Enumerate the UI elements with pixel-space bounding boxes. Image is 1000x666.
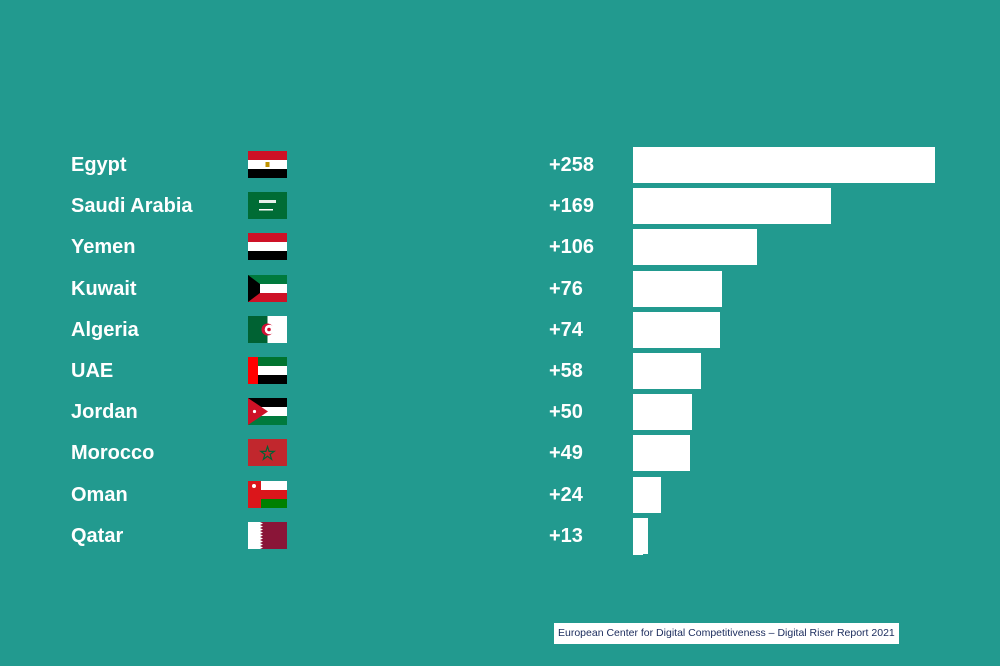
category-label: Saudi Arabia — [71, 195, 193, 218]
data-label: +169 — [549, 195, 595, 218]
data-label: +50 — [549, 401, 583, 424]
data-label: +258 — [549, 154, 595, 176]
bar-qatar — [633, 517, 648, 554]
saudi-arabia-flag-icon — [248, 192, 287, 220]
data-label: +74 — [549, 318, 583, 341]
data-label: +76 — [549, 277, 583, 300]
bar-morocco — [633, 435, 690, 472]
bar-uae — [633, 353, 701, 389]
chart-row-oman: Oman +24 — [0, 475, 1000, 515]
uae-flag-icon — [248, 357, 287, 384]
axis-baseline-tick — [633, 553, 643, 555]
category-label: Morocco — [71, 442, 155, 465]
data-label: +13 — [549, 524, 583, 547]
chart-row-morocco: Morocco +49 — [0, 433, 1000, 473]
qatar-flag-icon — [248, 521, 287, 549]
yemen-flag-icon — [248, 233, 287, 261]
algeria-flag-icon — [248, 315, 287, 343]
category-label: Jordan — [71, 401, 138, 424]
category-label: Qatar — [71, 524, 124, 547]
category-label: Kuwait — [71, 277, 137, 300]
bar-saudi-arabia — [633, 188, 831, 225]
bar-egypt — [633, 147, 935, 183]
oman-flag-icon — [248, 480, 287, 508]
data-label: +106 — [549, 236, 595, 259]
category-label: Yemen — [71, 236, 136, 259]
chart-row-egypt: Egypt +258 — [0, 145, 1000, 185]
chart-row-saudi-arabia: Saudi Arabia +169 — [0, 186, 1000, 226]
category-label: Oman — [71, 483, 128, 506]
chart-row-qatar: Qatar +13 — [0, 516, 1000, 556]
data-label: +49 — [549, 442, 583, 465]
category-label: Egypt — [71, 154, 127, 176]
egypt-flag-icon — [248, 151, 287, 178]
chart-row-algeria: Algeria +74 — [0, 310, 1000, 350]
bar-jordan — [633, 394, 692, 431]
bar-yemen — [633, 229, 757, 266]
chart-row-kuwait: Kuwait +76 — [0, 269, 1000, 309]
category-label: UAE — [71, 360, 114, 382]
bar-kuwait — [633, 270, 722, 307]
morocco-flag-icon — [248, 439, 287, 467]
source-caption: European Center for Digital Competitiven… — [554, 623, 899, 644]
data-label: +58 — [549, 360, 583, 382]
bar-oman — [633, 476, 661, 513]
bar-algeria — [633, 311, 720, 348]
chart-row-jordan: Jordan +50 — [0, 392, 1000, 432]
chart-row-uae: UAE +58 — [0, 351, 1000, 391]
kuwait-flag-icon — [248, 274, 287, 302]
jordan-flag-icon — [248, 398, 287, 426]
data-label: +24 — [549, 483, 583, 506]
chart-row-yemen: Yemen +106 — [0, 227, 1000, 267]
category-label: Algeria — [71, 318, 139, 341]
